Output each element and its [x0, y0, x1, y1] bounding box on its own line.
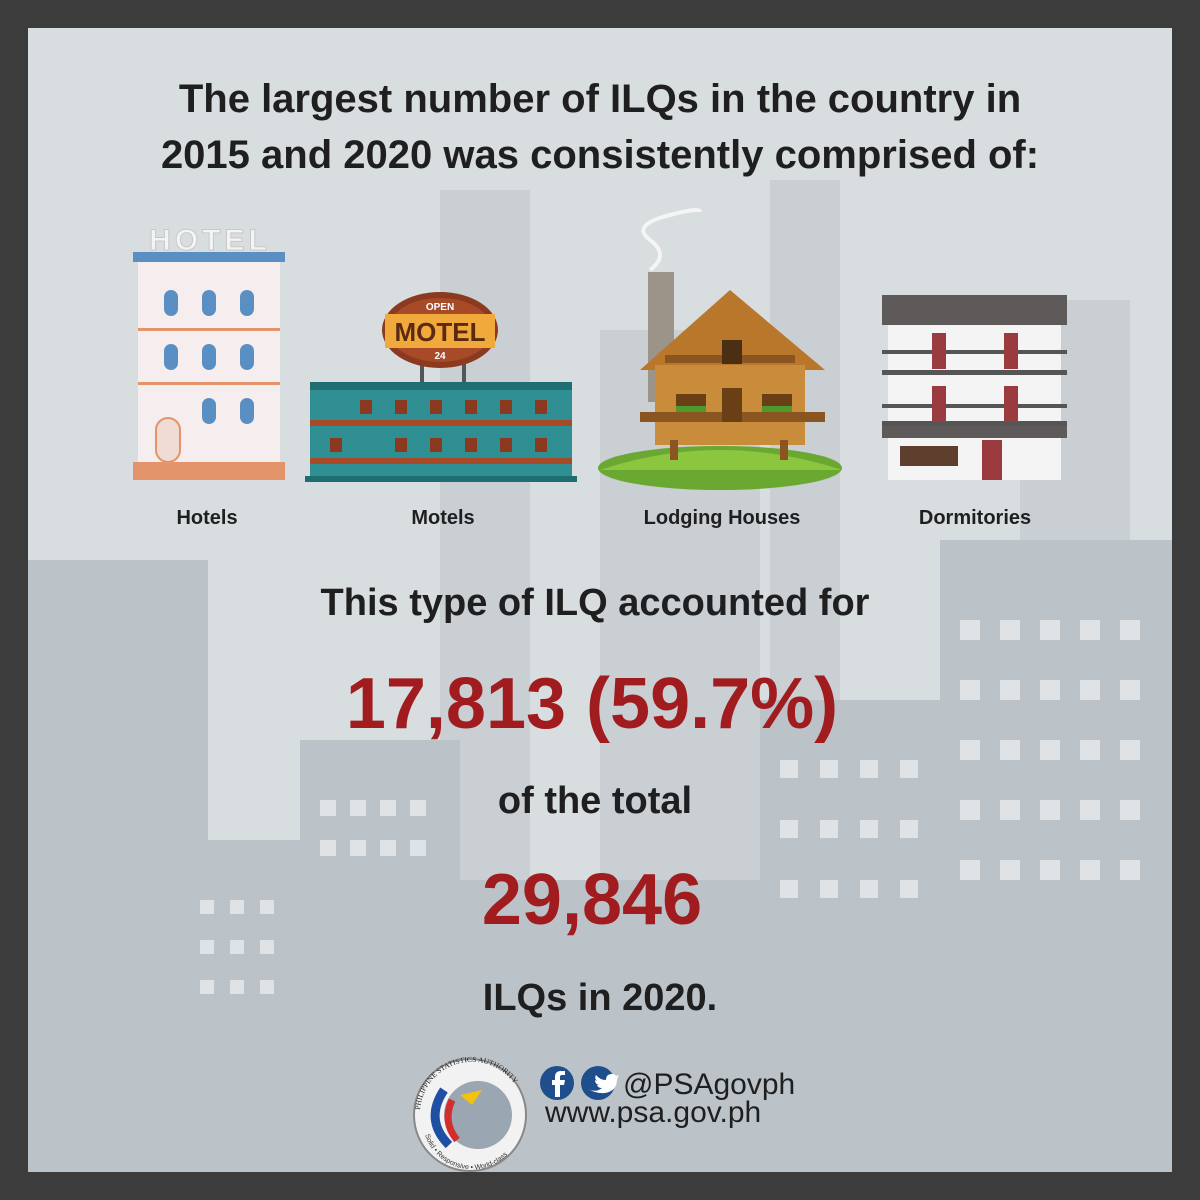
psa-logo: PHILIPPINE STATISTICS AUTHORITY Solid • …: [413, 1055, 527, 1172]
statement-outro: ILQs in 2020.: [483, 977, 717, 1019]
website: www.psa.gov.ph: [544, 1096, 761, 1129]
title-line: The largest number of ILQs in the countr…: [179, 77, 1021, 121]
social-icons: [540, 1066, 619, 1100]
item-label: Lodging Houses: [644, 507, 801, 529]
item-label: Hotels: [176, 507, 237, 529]
hotel-sign: HOTEL: [149, 224, 271, 257]
item-label: Dormitories: [919, 507, 1031, 529]
statement-middle: of the total: [498, 780, 692, 822]
motel-sign-top: OPEN: [426, 302, 454, 313]
motel-sign: MOTEL: [395, 317, 486, 347]
social-handle: @PSAgovph: [623, 1068, 795, 1101]
statement-intro: This type of ILQ accounted for: [321, 582, 870, 624]
motel-sign-bottom: 24: [434, 351, 446, 362]
item-labels: Hotels Motels Lodging Houses Dormitories: [176, 507, 1031, 529]
lodging-illustration: [598, 208, 842, 490]
item-label: Motels: [411, 507, 474, 529]
motel-illustration: OPEN MOTEL 24: [305, 292, 577, 482]
statement-share: 17,813 (59.7%): [346, 664, 838, 744]
title-line: 2015 and 2020 was consistently comprised…: [161, 133, 1039, 177]
statement-total: 29,846: [482, 860, 702, 940]
dormitory-illustration: [882, 295, 1067, 480]
hotel-illustration: HOTEL: [133, 224, 285, 480]
